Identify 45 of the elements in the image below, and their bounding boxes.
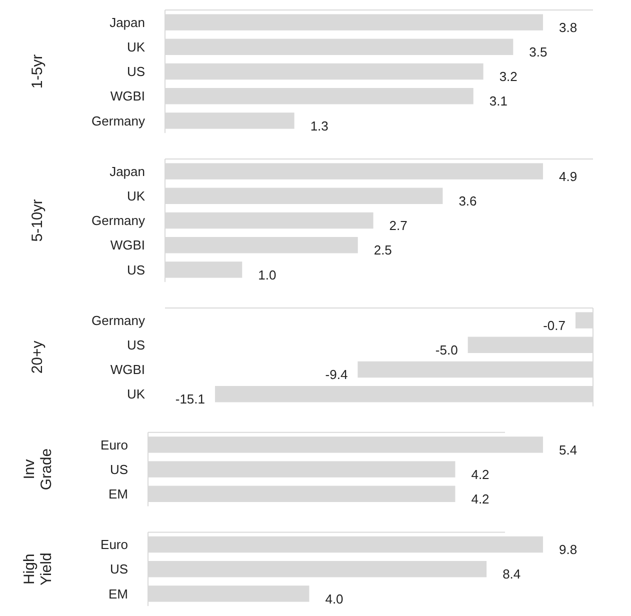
y-tick-label: Germany: [92, 312, 146, 328]
y-tick-label: Euro: [100, 437, 128, 452]
y-tick-label: EM: [108, 586, 128, 602]
y-tick-label: US: [110, 462, 128, 477]
data-label: 8.4: [502, 566, 521, 582]
y-axis-title: High Yield: [21, 552, 55, 586]
data-label: 3.1: [489, 94, 508, 109]
data-label: 5.4: [559, 442, 578, 458]
data-label: -9.4: [325, 367, 348, 382]
data-label: 3.8: [559, 20, 578, 35]
data-label: 2.7: [389, 218, 408, 234]
y-tick-label: Germany: [92, 213, 146, 228]
data-label: 1.3: [310, 118, 328, 134]
y-tick-label: US: [110, 562, 128, 577]
y-tick-label: WGBI: [110, 88, 145, 104]
y-tick-label: Japan: [110, 14, 145, 30]
y-tick-label: UK: [126, 188, 146, 204]
y-tick-label: UK: [126, 39, 146, 54]
data-label: 4.0: [325, 591, 344, 606]
y-tick-label: Japan: [110, 164, 145, 179]
y-axis-title: 5-10yr: [29, 199, 46, 242]
data-label: -0.7: [543, 318, 566, 333]
y-tick-label: WGBI: [110, 362, 145, 378]
data-label: -15.1: [175, 392, 205, 407]
data-label: 4.2: [471, 466, 490, 482]
data-label: 4.9: [559, 168, 578, 184]
y-tick-label: Germany: [92, 113, 146, 128]
y-tick-label: US: [126, 64, 146, 80]
data-label: 3.5: [529, 44, 548, 60]
data-label: 1.0: [258, 267, 276, 282]
data-label: -5.0: [435, 342, 458, 358]
y-tick-label: EM: [108, 486, 128, 502]
data-label: 9.8: [559, 542, 578, 558]
y-tick-label: UK: [126, 386, 146, 402]
y-axis-title: 1-5yr: [29, 54, 46, 89]
y-tick-label: US: [126, 262, 146, 278]
y-tick-label: WGBI: [110, 238, 145, 253]
data-label: 3.2: [499, 69, 518, 84]
data-label: 3.6: [458, 193, 477, 208]
y-axis-title: 20+y: [29, 340, 46, 374]
y-tick-label: US: [126, 337, 146, 352]
data-label: 2.5: [374, 242, 392, 258]
data-label: 4.2: [471, 491, 490, 506]
y-axis-title: Inv Grade: [21, 448, 55, 490]
y-tick-label: Euro: [100, 537, 128, 552]
